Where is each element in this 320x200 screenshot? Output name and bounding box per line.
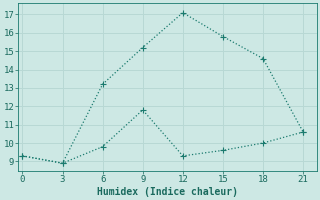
X-axis label: Humidex (Indice chaleur): Humidex (Indice chaleur)	[97, 186, 238, 197]
